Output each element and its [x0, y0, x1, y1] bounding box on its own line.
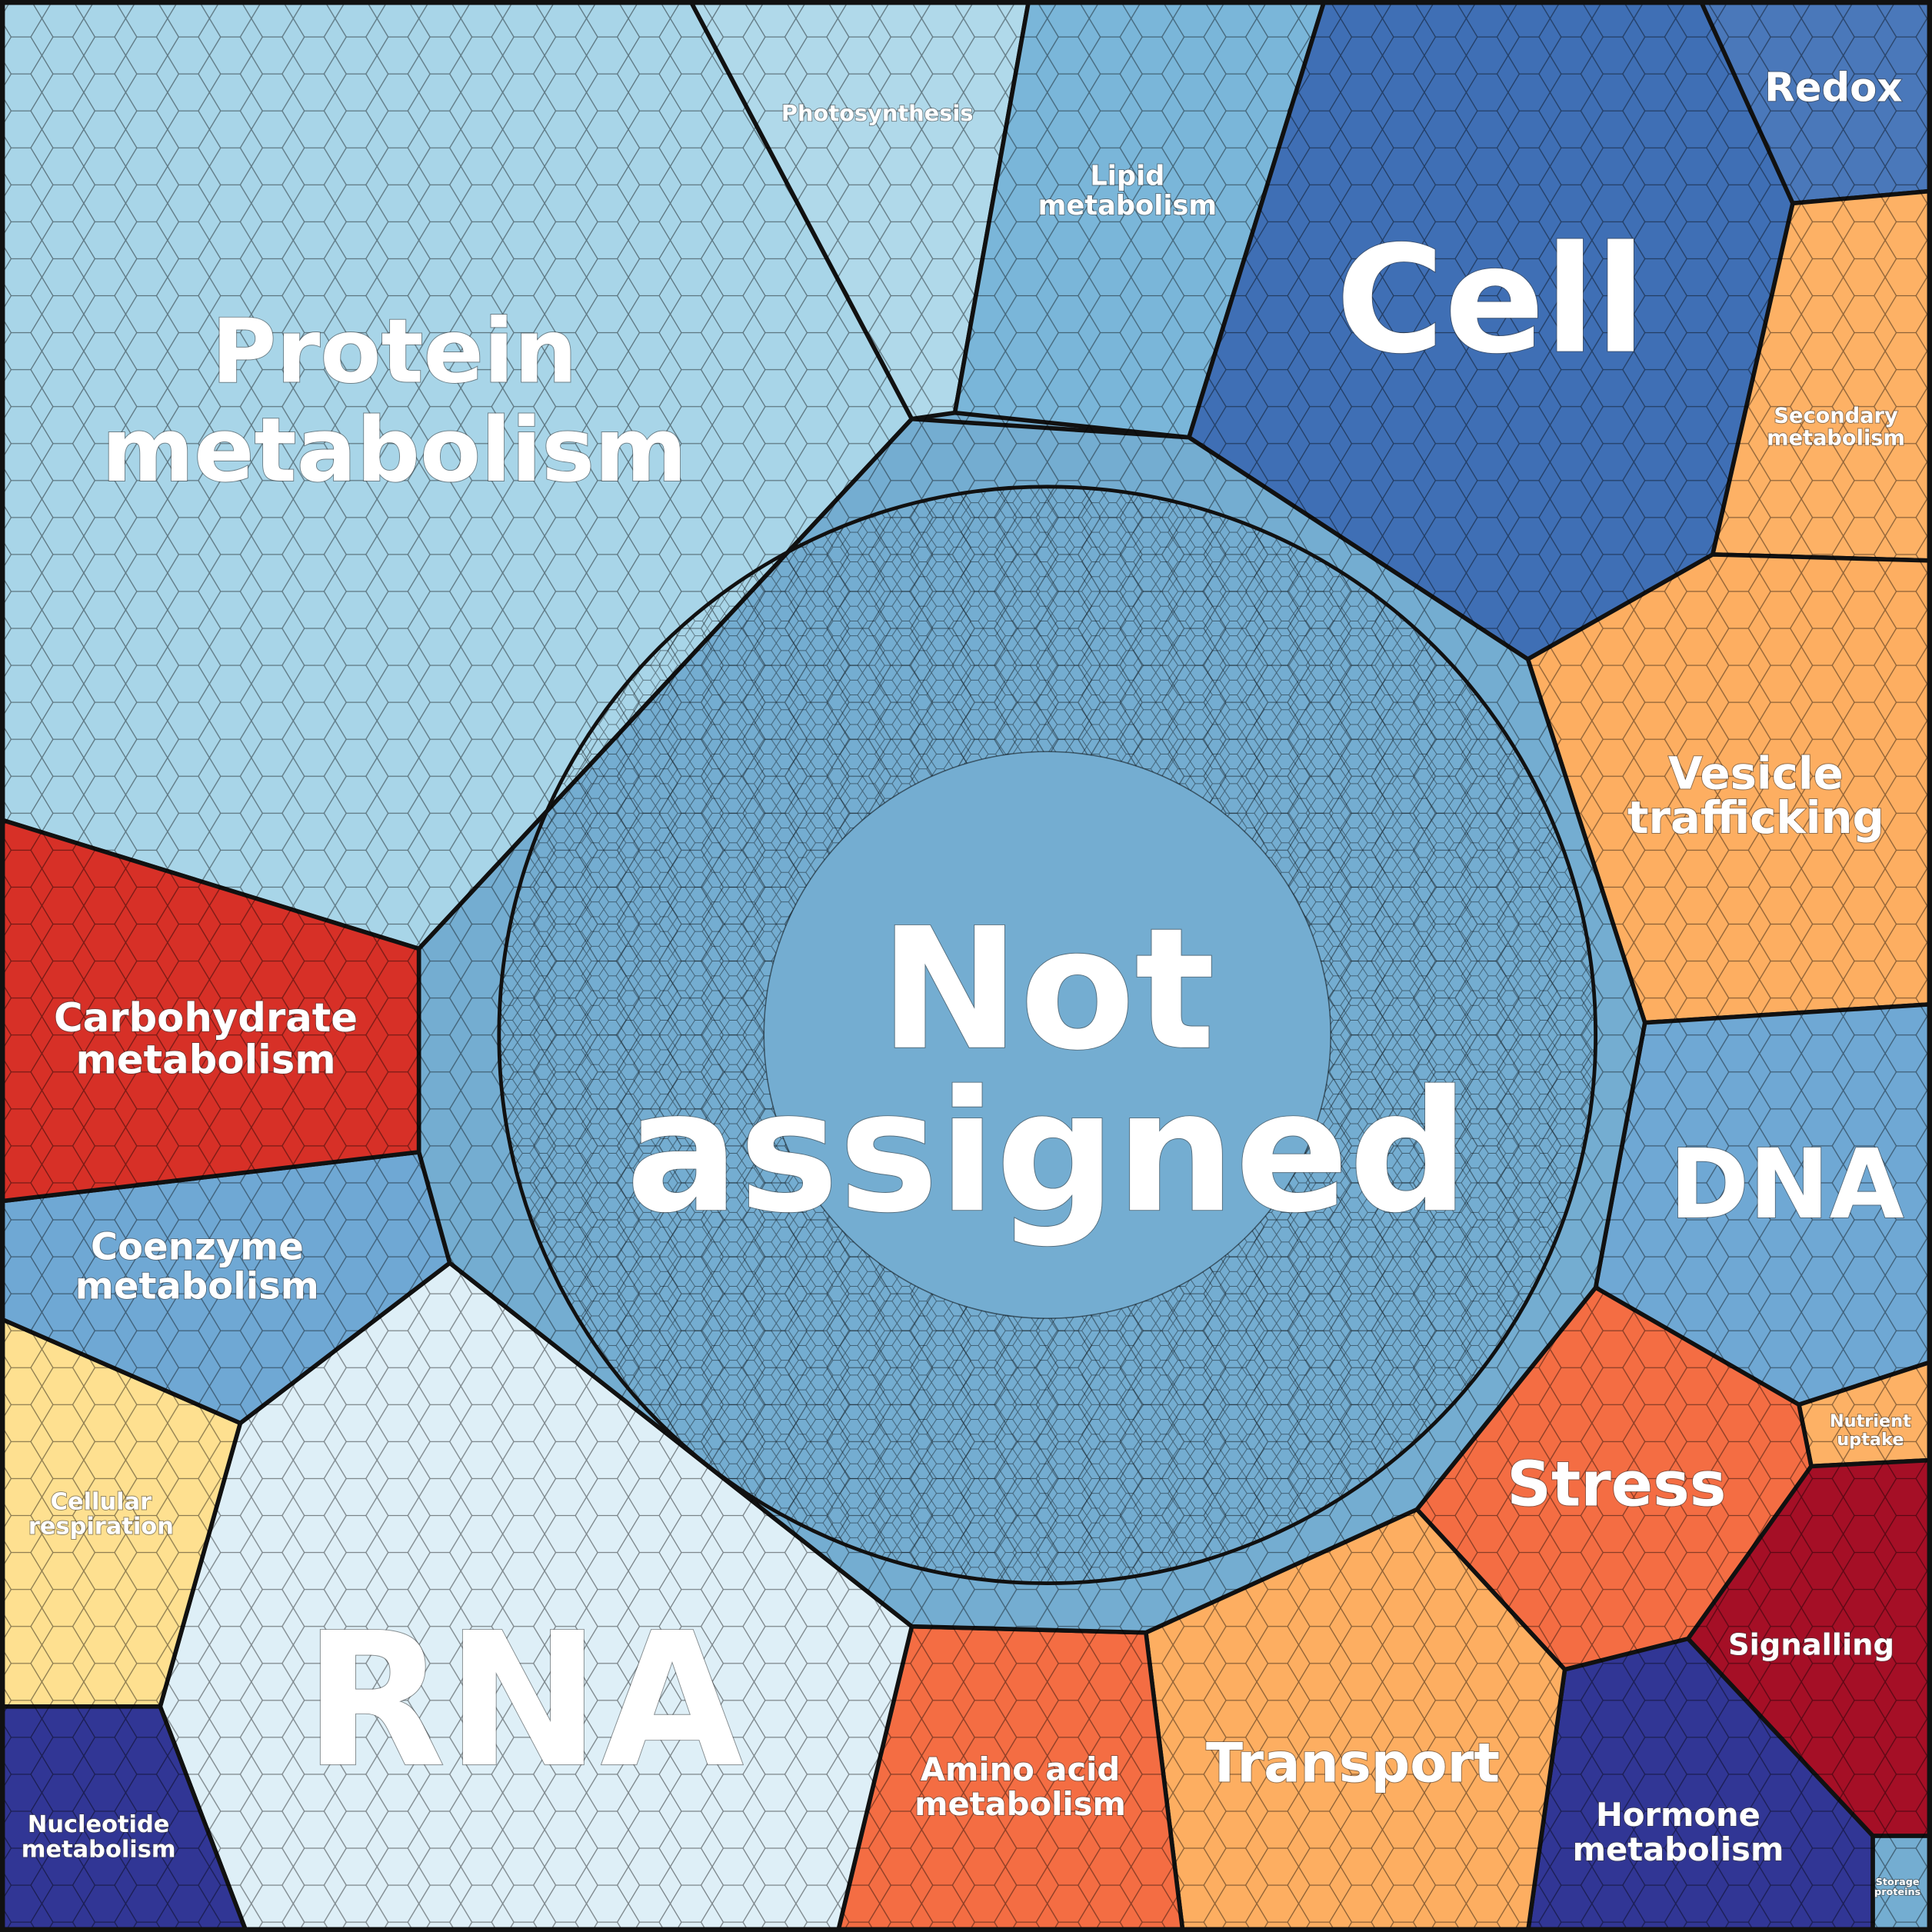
- cell-label: Cell: [1336, 215, 1646, 387]
- cell-label: Protein metabolism: [102, 301, 687, 502]
- label-line: Not: [880, 893, 1215, 1088]
- label-line: Secondary: [1774, 405, 1898, 428]
- label-line: metabolism: [22, 1836, 176, 1863]
- cell-label: RNA: [304, 1593, 744, 1808]
- cell-label: Signalling: [1728, 1628, 1894, 1663]
- cell-label: Cellular respiration: [28, 1489, 174, 1541]
- cell-label: Secondary metabolism: [1767, 405, 1905, 451]
- inner-core: [763, 751, 1332, 1319]
- label-line: Protein: [212, 301, 578, 404]
- cell-label: Coenzyme metabolism: [75, 1225, 319, 1307]
- cell-label: Hormone metabolism: [1573, 1796, 1784, 1868]
- label-line: Hormone: [1596, 1796, 1760, 1834]
- label-line: Coenzyme: [91, 1225, 304, 1268]
- label-line: Cellular: [51, 1489, 152, 1516]
- cell-label: Vesicle trafficking: [1627, 747, 1884, 844]
- label-line: Nucleotide: [28, 1811, 170, 1838]
- cell-label: Not assigned: [626, 893, 1469, 1250]
- label-line: metabolism: [1767, 426, 1905, 450]
- cell-label: Nucleotide metabolism: [22, 1811, 176, 1863]
- cell-label: Lipid metabolism: [1038, 160, 1217, 221]
- label-line: metabolism: [914, 1785, 1126, 1823]
- label-line: Carbohydrate: [54, 995, 358, 1041]
- cell-label: Stress: [1507, 1449, 1726, 1521]
- cell-label: Nutrient uptake: [1830, 1411, 1911, 1450]
- label-line: metabolism: [1038, 190, 1217, 222]
- label-line: Vesicle: [1668, 747, 1844, 799]
- label-line: proteins: [1874, 1887, 1921, 1898]
- label-line: Storage: [1876, 1877, 1920, 1888]
- labels: Protein metabolism Photosynthesis Lipid me…: [21, 64, 1922, 1898]
- cell-label: Amino acid metabolism: [914, 1750, 1126, 1823]
- cell-label: Transport: [1206, 1732, 1500, 1795]
- label-line: assigned: [626, 1055, 1469, 1250]
- label-line: metabolism: [102, 399, 687, 502]
- label-line: metabolism: [75, 1265, 319, 1308]
- cell-label: DNA: [1669, 1129, 1904, 1241]
- cell-label: Photosynthesis: [781, 100, 974, 126]
- label-line: Nutrient: [1830, 1411, 1911, 1431]
- label-line: metabolism: [75, 1037, 335, 1083]
- label-line: Amino acid: [921, 1750, 1121, 1788]
- label-line: trafficking: [1627, 791, 1884, 844]
- cell-label: Redox: [1764, 65, 1902, 111]
- cell-label: Storage proteins: [1874, 1877, 1921, 1898]
- label-line: metabolism: [1573, 1830, 1784, 1868]
- label-line: Lipid: [1090, 160, 1164, 192]
- label-line: respiration: [28, 1514, 174, 1541]
- cell-label: Carbohydrate metabolism: [54, 995, 358, 1083]
- label-line: uptake: [1837, 1430, 1904, 1450]
